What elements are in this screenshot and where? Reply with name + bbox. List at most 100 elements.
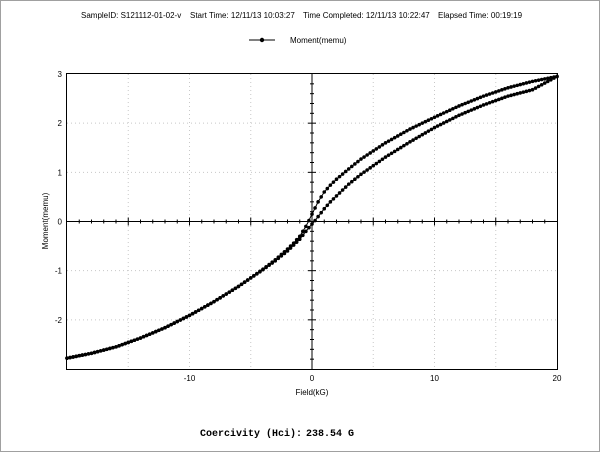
- data-point: [111, 345, 115, 350]
- data-point: [441, 121, 446, 125]
- data-point: [261, 267, 265, 272]
- data-point: [481, 103, 486, 107]
- data-point: [444, 119, 449, 124]
- data-point: [233, 286, 238, 291]
- data-point: [215, 297, 219, 302]
- data-point: [539, 82, 544, 87]
- y-tick-labels: -2 -1 0 1 2 3: [55, 70, 63, 325]
- data-point: [530, 87, 535, 92]
- data-point: [206, 303, 210, 307]
- data-point: [457, 113, 461, 118]
- y-tick-label: 1: [58, 168, 63, 177]
- data-point: [147, 332, 152, 336]
- data-point: [448, 118, 452, 122]
- data-point: [487, 100, 492, 105]
- data-point: [493, 98, 498, 103]
- data-point: [218, 296, 222, 300]
- data-point: [83, 352, 88, 357]
- data-point: [506, 85, 510, 90]
- data-point: [353, 162, 357, 166]
- data-point: [475, 96, 480, 101]
- data-point: [291, 243, 296, 247]
- data-point: [172, 321, 176, 325]
- data-point: [503, 95, 507, 100]
- data-point: [509, 93, 513, 98]
- data-point: [181, 316, 186, 321]
- data-point: [524, 89, 529, 94]
- x-tick-label: 0: [310, 374, 315, 383]
- data-point: [258, 269, 262, 274]
- data-point: [95, 349, 100, 354]
- data-point: [460, 102, 464, 107]
- data-point: [546, 79, 550, 84]
- elapsed-time-text: Elapsed Time: 00:19:19: [438, 11, 523, 20]
- data-point: [451, 106, 455, 111]
- data-point: [405, 141, 409, 146]
- data-point: [325, 203, 330, 208]
- data-point: [497, 89, 501, 93]
- coercivity-readout: Coercivity (Hci): 238.54 G: [200, 429, 354, 440]
- data-point: [377, 159, 382, 164]
- data-point: [276, 256, 281, 261]
- data-point: [533, 86, 538, 90]
- coercivity-value: 238.54 G: [306, 429, 355, 440]
- data-point: [297, 237, 302, 241]
- data-point: [441, 111, 446, 115]
- data-point: [539, 77, 544, 82]
- data-point: [230, 288, 235, 293]
- data-point: [438, 122, 443, 127]
- data-point: [209, 301, 213, 306]
- data-point: [114, 345, 118, 349]
- x-axis-label: Field(kG): [296, 388, 329, 397]
- data-point: [423, 131, 428, 135]
- data-point: [493, 90, 498, 94]
- coercivity-label: Coercivity (Hci):: [200, 429, 303, 440]
- data-point: [411, 138, 415, 142]
- data-point: [331, 180, 336, 184]
- data-point: [163, 325, 167, 330]
- data-point: [509, 85, 513, 89]
- data-point: [245, 278, 250, 282]
- data-point: [463, 101, 467, 106]
- data-point: [101, 348, 106, 352]
- data-point: [304, 229, 308, 234]
- data-point: [135, 337, 140, 341]
- data-point: [138, 336, 143, 340]
- data-point: [527, 80, 532, 84]
- data-point: [536, 78, 541, 82]
- data-point: [267, 263, 271, 268]
- data-point: [92, 350, 97, 355]
- data-point: [316, 214, 320, 219]
- data-point: [350, 164, 354, 169]
- data-point: [475, 105, 480, 110]
- x-tick-label: 20: [553, 374, 562, 383]
- data-point: [105, 347, 109, 352]
- data-point: [463, 110, 467, 115]
- data-point: [546, 76, 550, 81]
- x-tick-label: 10: [430, 374, 439, 383]
- data-point: [377, 145, 382, 149]
- data-point: [359, 172, 363, 177]
- data-point: [435, 114, 440, 118]
- time-completed-text: Time Completed: 12/11/13 10:22:47: [303, 11, 430, 20]
- data-point: [472, 107, 477, 111]
- sample-id-text: SampleID: S121112-01-02-v: [81, 11, 182, 20]
- zero-axes: [67, 74, 557, 369]
- data-point: [527, 88, 532, 93]
- data-point: [322, 190, 327, 194]
- data-point: [89, 351, 94, 356]
- data-point: [71, 355, 75, 359]
- data-point: [454, 115, 458, 119]
- data-point: [301, 233, 305, 238]
- data-point: [484, 93, 489, 97]
- y-tick-label: 2: [58, 119, 63, 128]
- data-point: [429, 116, 434, 121]
- data-point: [80, 353, 85, 357]
- data-point: [426, 118, 431, 123]
- data-point: [481, 94, 486, 98]
- y-tick-label: -1: [55, 267, 63, 276]
- data-point: [285, 249, 290, 253]
- data-point: [132, 338, 137, 343]
- data-point: [399, 132, 403, 137]
- data-point: [175, 319, 180, 324]
